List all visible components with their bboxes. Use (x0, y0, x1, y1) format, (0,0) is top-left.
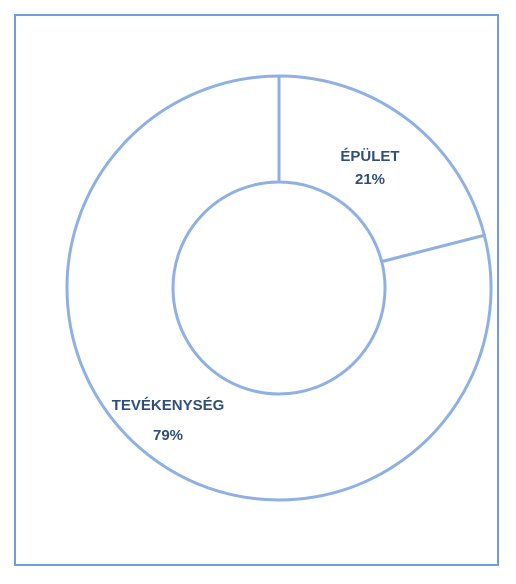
slice-label-tevekenyseg-value: 79% (153, 427, 183, 444)
donut-labels: ÉPÜLET 21% TEVÉKENYSÉG 79% (112, 148, 400, 444)
donut-slices (65, 74, 493, 502)
donut-slice-epulet (277, 74, 486, 264)
donut-slice-tevekenyseg (65, 74, 493, 502)
slice-label-tevekenyseg-name: TEVÉKENYSÉG (112, 397, 225, 414)
slice-label-epulet-name: ÉPÜLET (340, 148, 399, 165)
slice-label-epulet-value: 21% (355, 171, 385, 188)
